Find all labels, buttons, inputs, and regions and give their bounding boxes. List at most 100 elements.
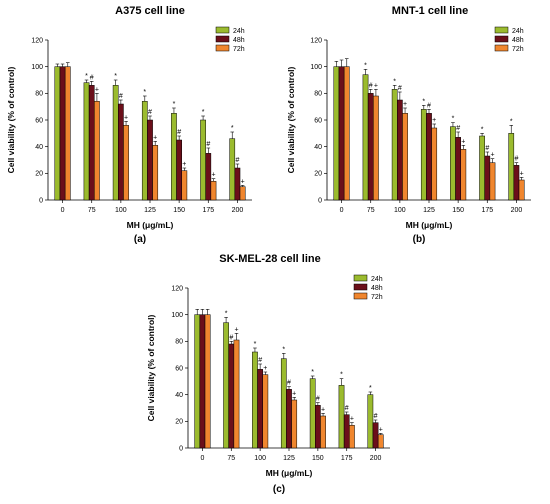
significance-mark: *: [202, 109, 205, 116]
significance-mark: *: [173, 101, 176, 108]
panel-label: (c): [273, 484, 285, 495]
bar-24h-0: [194, 314, 201, 449]
bar-72h-0: [64, 66, 71, 201]
bar-72h-150: [181, 170, 188, 201]
x-axis-label: MH (μg/mL): [266, 468, 313, 478]
y-tick-label: 60: [35, 117, 43, 124]
x-tick-label: 100: [115, 207, 127, 214]
y-tick-label: 0: [179, 445, 183, 452]
y-tick-label: 40: [314, 144, 322, 151]
bar-72h-200: [377, 434, 384, 449]
significance-mark: #: [148, 109, 152, 116]
x-tick-label: 100: [254, 455, 266, 462]
bar-24h-125: [141, 101, 148, 201]
bar-72h-175: [210, 181, 217, 201]
significance-mark: #: [287, 380, 291, 387]
x-tick-label: 0: [340, 207, 344, 214]
significance-mark: *: [393, 78, 396, 85]
significance-mark: *: [114, 73, 117, 80]
y-tick-label: 60: [314, 117, 322, 124]
bar-48h-125: [426, 113, 432, 201]
legend-label: 72h: [233, 46, 245, 53]
bar-24h-200: [229, 138, 236, 201]
significance-mark: #: [427, 102, 431, 109]
significance-mark: +: [374, 82, 378, 89]
significance-mark: #: [345, 405, 349, 412]
significance-mark: *: [452, 116, 455, 123]
bar-48h-125: [147, 119, 153, 201]
bar-48h-100: [397, 99, 403, 201]
significance-mark: *: [143, 89, 146, 96]
bar-24h-200: [367, 394, 374, 449]
x-tick-label: 200: [370, 455, 382, 462]
bar-48h-0: [59, 66, 66, 201]
x-tick-label: 75: [367, 207, 375, 214]
significance-mark: #: [316, 396, 320, 403]
x-tick-label: 175: [481, 207, 493, 214]
y-tick-label: 60: [175, 365, 183, 372]
x-tick-label: 0: [61, 207, 65, 214]
significance-mark: *: [481, 126, 484, 133]
bar-24h-100: [112, 85, 119, 201]
x-axis-label: MH (μg/mL): [127, 220, 174, 230]
bar-48h-100: [118, 103, 124, 201]
significance-mark: *: [282, 346, 285, 353]
y-tick-label: 20: [314, 171, 322, 178]
y-tick-label: 120: [171, 285, 183, 292]
x-tick-label: 200: [232, 207, 244, 214]
x-tick-label: 75: [88, 207, 96, 214]
x-tick-label: 0: [200, 455, 204, 462]
bar-24h-125: [280, 358, 287, 449]
y-tick-label: 20: [35, 171, 43, 178]
bar-48h-150: [315, 405, 321, 449]
legend-swatch-48h: [494, 35, 509, 43]
bar-72h-125: [431, 127, 438, 201]
significance-mark: *: [231, 125, 234, 132]
x-tick-label: 125: [423, 207, 435, 214]
bar-72h-175: [349, 425, 355, 449]
bar-48h-0: [338, 66, 345, 201]
bar-72h-150: [460, 149, 467, 201]
x-tick-label: 150: [173, 207, 185, 214]
bar-24h-0: [54, 66, 61, 201]
chart-title: MNT-1 cell line: [392, 5, 468, 17]
y-tick-label: 100: [310, 64, 322, 71]
bar-48h-150: [176, 139, 182, 201]
x-tick-label: 125: [144, 207, 156, 214]
legend-label: 72h: [371, 294, 383, 301]
y-tick-label: 40: [175, 392, 183, 399]
significance-mark: #: [398, 85, 402, 92]
legend-label: 24h: [371, 276, 383, 283]
significance-mark: *: [340, 372, 343, 379]
significance-mark: +: [182, 161, 186, 168]
significance-mark: #: [177, 129, 181, 136]
significance-mark: +: [432, 117, 436, 124]
x-tick-label: 175: [202, 207, 214, 214]
significance-mark: +: [350, 416, 354, 423]
bar-24h-150: [450, 126, 456, 201]
significance-mark: +: [263, 365, 267, 372]
bar-24h-75: [83, 82, 90, 201]
y-tick-label: 100: [171, 312, 183, 319]
bar-72h-200: [518, 179, 525, 201]
x-tick-label: 150: [452, 207, 464, 214]
bar-24h-100: [252, 351, 258, 449]
significance-mark: +: [461, 138, 465, 145]
bar-72h-0: [204, 314, 211, 449]
significance-mark: #: [119, 93, 123, 100]
bar-24h-150: [309, 378, 316, 449]
panel-label: (b): [413, 234, 426, 245]
bar-72h-100: [123, 125, 129, 201]
y-tick-label: 80: [314, 91, 322, 98]
x-tick-label: 125: [283, 455, 295, 462]
y-tick-label: 120: [31, 37, 43, 44]
legend-swatch-72h: [353, 292, 368, 300]
chart-panel-2: MNT-1 cell line 0 20 40 60 80 100 120 Cell viabi…: [286, 5, 531, 245]
legend-swatch-48h: [353, 283, 368, 291]
bar-24h-200: [508, 133, 515, 201]
panel-label: (a): [134, 234, 146, 245]
y-tick-label: 120: [310, 37, 322, 44]
x-tick-label: 150: [312, 455, 324, 462]
significance-mark: *: [225, 310, 228, 317]
